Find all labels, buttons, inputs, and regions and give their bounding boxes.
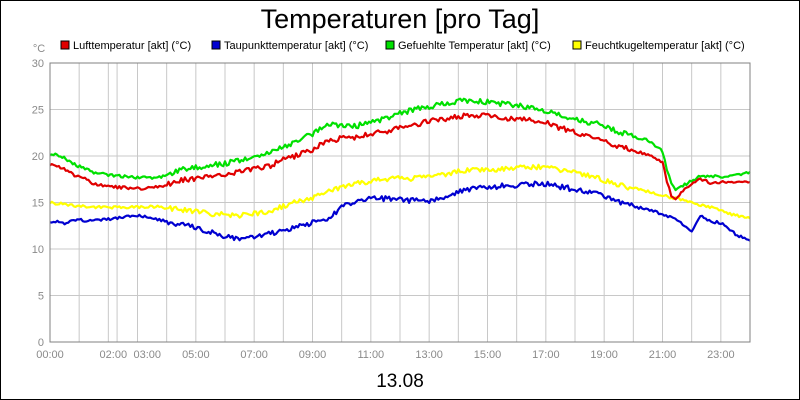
x-tick-label: 15:00 [474,349,502,361]
y-tick-label: 20 [32,151,44,163]
x-tick-label: 19:00 [590,349,618,361]
y-tick-label: 15 [32,198,44,210]
y-tick-label: 25 [32,105,44,117]
x-tick-label: 21:00 [649,349,677,361]
legend-label: Lufttemperatur [akt] (°C) [73,40,191,52]
x-tick-label: 00:00 [36,349,64,361]
x-tick-label: 13:00 [415,349,443,361]
x-tick-label: 17:00 [532,349,560,361]
plot-area [49,62,751,343]
x-axis-date-label: 13.08 [376,371,424,392]
legend-swatch [385,40,395,50]
legend: Lufttemperatur [akt] (°C) Taupunkttempera… [60,40,745,52]
x-tick-label: 09:00 [299,349,327,361]
x-tick-label: 11:00 [357,349,384,361]
x-tick-label: 07:00 [240,349,268,361]
x-tick-label: 05:00 [182,349,210,361]
series-line [49,163,751,220]
legend-swatch [60,40,70,50]
x-tick-label: 03:00 [134,349,162,361]
series-line [49,112,751,201]
axis-ticks: 0 5 10 15 20 25 30 00:00 02:00 03:00 05:00 07:00 09:… [32,58,735,361]
y-tick-label: 10 [32,244,44,256]
x-tick-label: 23:00 [707,349,735,361]
legend-label: Gefuehlte Temperatur [akt] (°C) [398,40,551,52]
grid [49,62,751,343]
legend-label: Taupunkttemperatur [akt] (°C) [224,40,368,52]
series-line [49,180,751,242]
series-lines [49,97,751,242]
chart-title: Temperaturen [pro Tag] [261,4,540,34]
y-tick-label: 30 [32,58,44,70]
series-line [49,97,751,192]
legend-label: Feuchtkugeltemperatur [akt] (°C) [585,40,745,52]
y-axis-unit: °C [33,43,45,55]
y-tick-label: 0 [38,337,44,349]
y-tick-label: 5 [38,291,44,303]
x-tick-label: 02:00 [100,349,128,361]
legend-swatch [211,40,221,50]
legend-swatch [572,40,582,50]
